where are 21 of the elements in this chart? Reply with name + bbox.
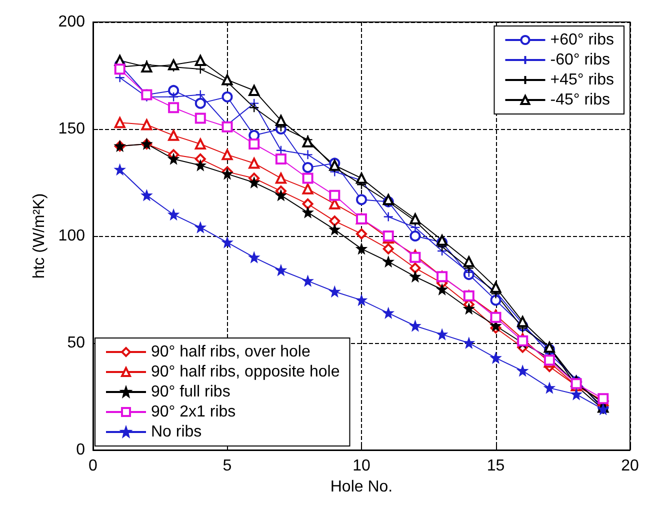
- legend-label: No ribs: [151, 424, 202, 440]
- y-tick-label: 200: [58, 14, 86, 30]
- legend-label: 90° half ribs, opposite hole: [151, 364, 340, 380]
- legend-label: -45° ribs: [550, 92, 610, 108]
- x-tick-label: 20: [621, 458, 639, 474]
- legend-label: +60° ribs: [550, 32, 614, 48]
- y-tick-label: 150: [58, 120, 86, 138]
- x-tick-label: 5: [222, 458, 232, 474]
- y-axis-title: htc (W/m²K): [30, 193, 48, 279]
- x-axis-title: Hole No.: [330, 478, 393, 496]
- legend-label: 90° 2x1 ribs: [151, 404, 236, 420]
- legend-label: +45° ribs: [550, 72, 614, 88]
- x-tick-label: 0: [88, 458, 98, 474]
- legend-label: 90° full ribs: [151, 384, 230, 400]
- y-tick-label: 50: [67, 334, 86, 352]
- legend-label: -60° ribs: [550, 52, 610, 68]
- legend-label: 90° half ribs, over hole: [151, 344, 310, 360]
- x-tick-label: 10: [352, 458, 370, 474]
- x-tick-label: 15: [486, 458, 505, 474]
- y-tick-label: 0: [76, 442, 86, 458]
- y-tick-label: 100: [58, 228, 86, 244]
